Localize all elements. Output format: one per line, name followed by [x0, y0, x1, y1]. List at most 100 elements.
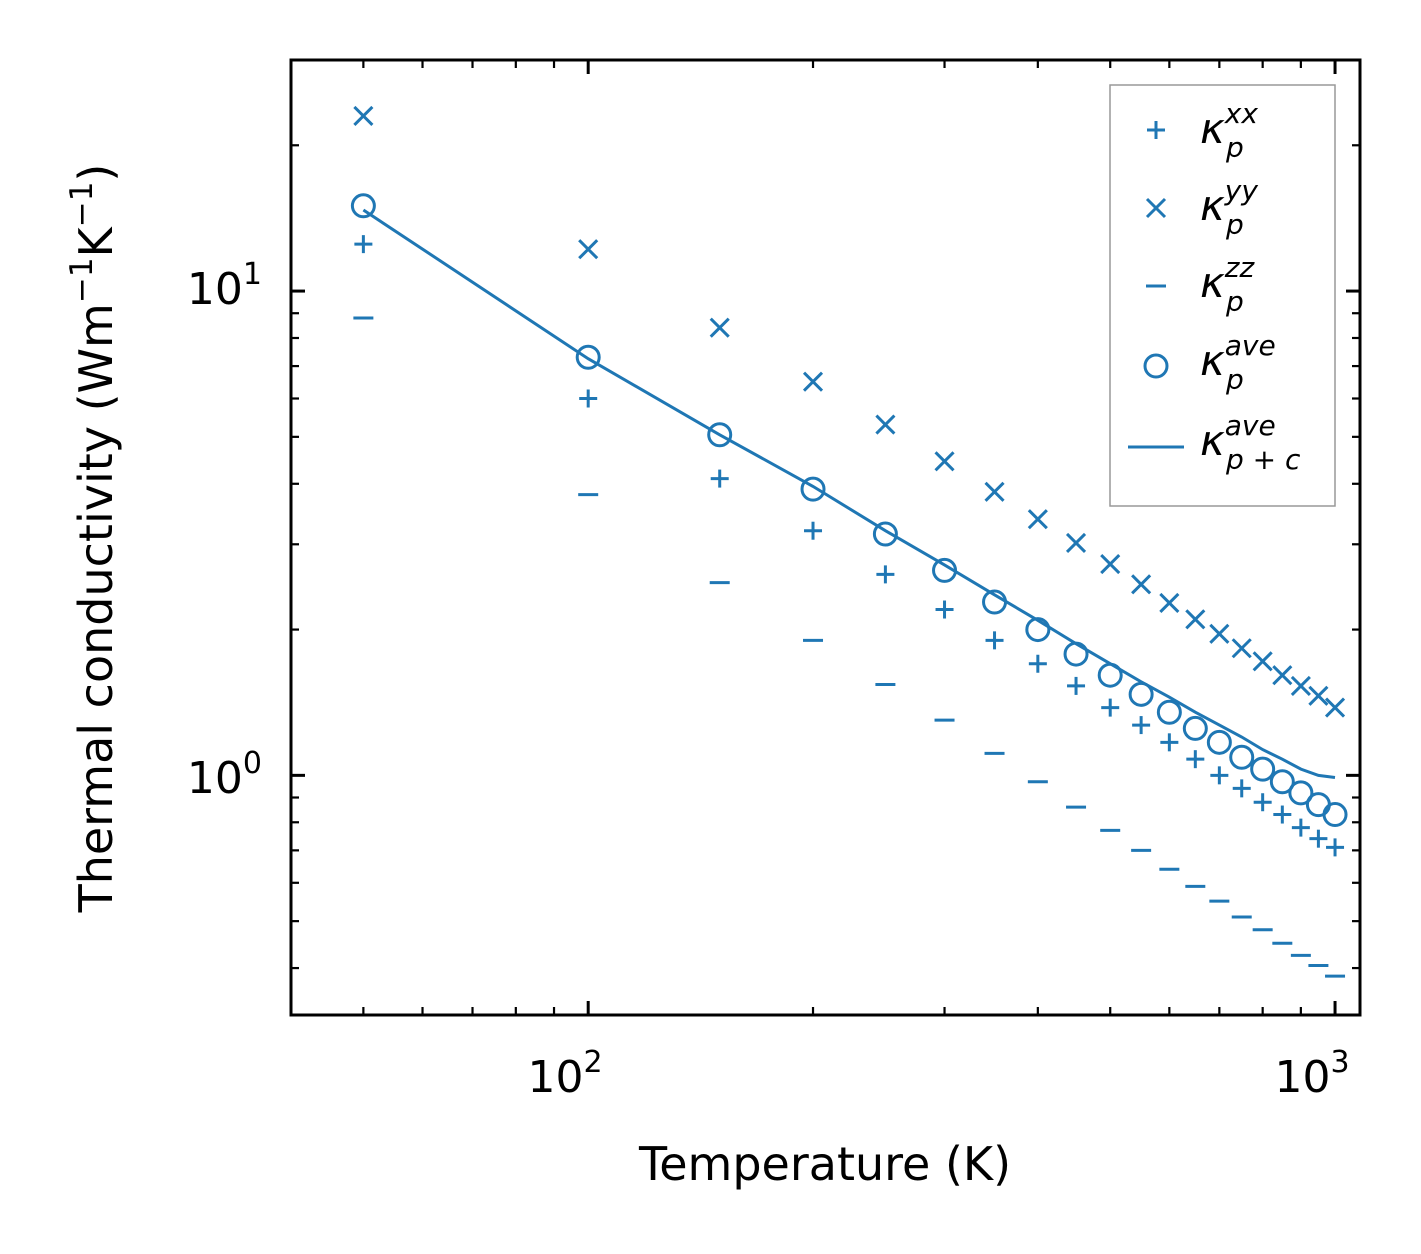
kappa_p_ave-point-750-ring	[1229, 744, 1255, 770]
kappa_p_ave-point-850	[1269, 769, 1295, 795]
kappa_p_ave-point-800	[1250, 756, 1276, 782]
kappa_p_yy-point-250	[875, 414, 896, 435]
kappa_p_yy-point-750-d2	[1231, 638, 1252, 659]
kappa_p_xx-point-450	[1067, 676, 1086, 695]
kappa_p_yy-point-900	[1290, 675, 1311, 696]
series-kappa_p_xx	[354, 235, 1345, 857]
kappa_p_ave-point-200-ring	[800, 476, 826, 502]
kappa_p_ave-point-1000-ring	[1322, 802, 1348, 828]
kappa_p_ave-point-650	[1182, 715, 1208, 741]
kappa_p_yy-point-450	[1065, 532, 1087, 553]
kappa_p_yy-point-300-d2	[934, 451, 955, 472]
kappa_p_yy-point-750	[1231, 638, 1252, 659]
kappa_p_xx-point-200	[804, 521, 823, 540]
legend-label-kappa-p-ave: κave p	[1200, 329, 1276, 396]
kappa_p_yy-point-50-d2	[353, 105, 374, 126]
kappa_p_yy-point-300	[934, 451, 955, 472]
kappa_p_yy-point-700-d2	[1209, 623, 1230, 644]
kappa_p_yy-point-500-d2	[1100, 554, 1121, 575]
kappa_p_ave-point-800-ring	[1250, 756, 1276, 782]
kappa_p_yy-point-700	[1209, 623, 1230, 644]
kappa_p_yy-point-400	[1027, 509, 1048, 530]
kappa_p_yy-point-1000-d2	[1324, 697, 1346, 718]
kappa_p_xx-point-300	[935, 600, 954, 619]
kappa_p_ave-point-700-ring	[1206, 729, 1232, 755]
legend-label-kappa-p-zz: κzz p	[1200, 251, 1255, 318]
y-axis-title: Thermal conductivity (Wm−1K−1)	[64, 164, 123, 914]
kappa_p_ave-point-600-ring	[1156, 699, 1182, 725]
x-tick-label-100: 102	[527, 1045, 602, 1103]
legend-frame	[1109, 84, 1336, 507]
kappa_p_yy-point-650-d2	[1185, 609, 1206, 630]
kappa_p_yy-point-600	[1159, 592, 1180, 613]
kappa_p_ave-point-250-ring	[872, 521, 898, 547]
kappa_p_ave-point-650-ring	[1182, 715, 1208, 741]
series-kappa_pc_ave	[362, 208, 1336, 779]
legend-marker-kappa_p_xx	[1147, 121, 1165, 139]
kappa_p_yy-point-200	[802, 371, 824, 392]
legend-marker-kappa_p_ave	[1143, 353, 1169, 379]
kappa_p_xx-point-400	[1028, 654, 1047, 673]
kappa_p_ave-point-1000	[1322, 802, 1348, 828]
kappa_p_yy-point-600-d2	[1159, 592, 1180, 613]
kappa_p_yy-point-950	[1308, 685, 1329, 706]
legend-label-kappa-p-yy: κyy p	[1200, 174, 1258, 241]
kappa_p_yy-point-100	[578, 239, 599, 260]
kappa_p_yy-point-850	[1272, 665, 1293, 686]
kappa_p_xx-point-50	[354, 235, 373, 254]
kappa_p_yy-point-100-d2	[578, 239, 599, 260]
series-kappa_p_zz	[353, 316, 1346, 978]
legend-marker-kappa_p_ave-ring	[1143, 353, 1169, 379]
kappa_p_xx-point-100	[579, 389, 598, 408]
kappa_p_yy-point-800	[1252, 651, 1273, 672]
kappa_p_ave-point-850-ring	[1269, 769, 1295, 795]
kappa_p_xx-point-950	[1309, 829, 1328, 848]
kappa_p_ave-point-900	[1288, 780, 1314, 806]
kappa_p_yy-point-850-d2	[1272, 665, 1293, 686]
legend-label-kappa-pc-ave: κave p + c	[1200, 409, 1301, 476]
legend-marker-kappa_p_yy-d2	[1145, 197, 1167, 219]
kappa_p_xx-point-150	[710, 469, 729, 488]
kappa_p_yy-point-50	[353, 105, 374, 126]
kappa_p_yy-point-550-d2	[1131, 574, 1152, 595]
x-axis-title: Temperature (K)	[638, 1137, 1011, 1191]
kappa_p_yy-point-450-d2	[1065, 532, 1087, 553]
plot-frame	[289, 58, 1362, 1017]
kappa_p_xx-point-750	[1232, 779, 1251, 798]
x-tick-label-1000: 103	[1274, 1045, 1349, 1103]
kappa_p_ave-point-200	[800, 476, 826, 502]
kappa_p_yy-point-900-d2	[1290, 675, 1311, 696]
kappa_p_ave-point-150-ring	[707, 422, 733, 448]
series-kappa_p_ave	[350, 193, 1348, 828]
kappa_p_xx-point-850	[1273, 805, 1292, 824]
kappa_p_ave-point-400	[1025, 617, 1051, 643]
kappa_p_ave-point-600	[1156, 699, 1182, 725]
kappa_p_xx-point-550	[1132, 716, 1151, 735]
kappa_p_ave-point-100	[575, 344, 601, 370]
kappa_p_yy-point-500	[1100, 554, 1121, 575]
kappa_p_ave-point-400-ring	[1025, 617, 1051, 643]
kappa_p_yy-point-650	[1185, 609, 1206, 630]
legend: κxx p κyy p κzz p κave p κave p + c	[1109, 84, 1336, 507]
kappa_p_xx-point-900	[1291, 818, 1310, 837]
kappa_p_ave-point-250	[872, 521, 898, 547]
kappa_p_yy-point-200-d2	[802, 371, 824, 392]
y-tick-label-1: 100	[187, 746, 262, 804]
kappa_pc_ave-line	[362, 208, 1336, 779]
series-kappa_p_yy	[353, 105, 1346, 718]
kappa_p_yy-point-350-d2	[984, 481, 1005, 502]
kappa_p_yy-point-350	[984, 481, 1005, 502]
kappa_p_yy-point-150-d2	[709, 317, 730, 338]
kappa_p_xx-point-600	[1160, 733, 1179, 752]
legend-marker-kappa_p_yy	[1145, 197, 1167, 219]
kappa_p_yy-point-800-d2	[1252, 651, 1273, 672]
kappa_p_ave-point-50	[350, 193, 376, 219]
kappa_p_ave-point-750	[1229, 744, 1255, 770]
legend-label-kappa-p-xx: κxx p	[1200, 97, 1258, 164]
kappa_p_ave-point-150	[707, 422, 733, 448]
kappa_p_xx-point-350	[985, 631, 1004, 650]
kappa_p_xx-point-800	[1253, 793, 1272, 812]
kappa_p_xx-point-1000	[1326, 838, 1345, 857]
kappa_p_yy-point-1000	[1324, 697, 1346, 718]
